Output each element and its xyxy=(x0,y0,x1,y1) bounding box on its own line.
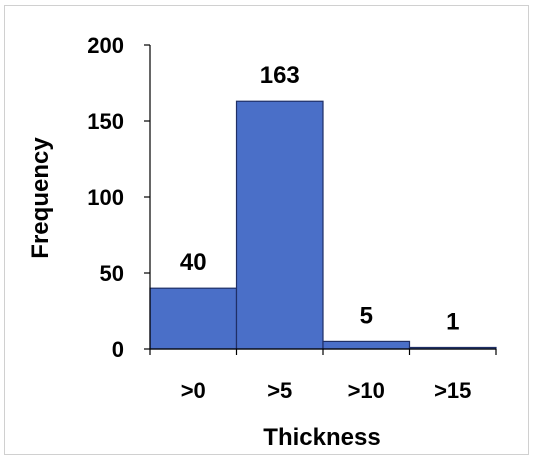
x-categories-layer: >0 >5 >10 >15 xyxy=(181,378,472,403)
y-tick-label-2: 100 xyxy=(87,185,124,210)
data-label-1: 163 xyxy=(260,62,300,89)
y-tick-label-0: 0 xyxy=(112,337,124,362)
y-ticks-layer: 0 50 100 150 200 xyxy=(87,33,497,362)
data-labels-layer: 40 163 5 1 xyxy=(180,62,460,335)
y-axis-title: Frequency xyxy=(27,137,54,259)
bar-2 xyxy=(322,340,411,350)
y-tick-label-4: 200 xyxy=(87,33,124,58)
x-category-label-3: >15 xyxy=(434,378,471,403)
x-category-label-1: >5 xyxy=(267,378,292,403)
x-category-label-2: >10 xyxy=(348,378,385,403)
bar-1 xyxy=(235,100,324,350)
bar-0 xyxy=(149,287,238,350)
x-category-label-0: >0 xyxy=(181,378,206,403)
y-tick-label-1: 50 xyxy=(100,261,124,286)
x-axis-title: Thickness xyxy=(263,424,380,451)
chart-frame xyxy=(4,5,529,455)
y-tick-label-3: 150 xyxy=(87,109,124,134)
bars-layer xyxy=(149,100,497,350)
data-label-2: 5 xyxy=(360,302,373,329)
data-label-0: 40 xyxy=(180,249,207,276)
data-label-3: 1 xyxy=(446,308,459,335)
